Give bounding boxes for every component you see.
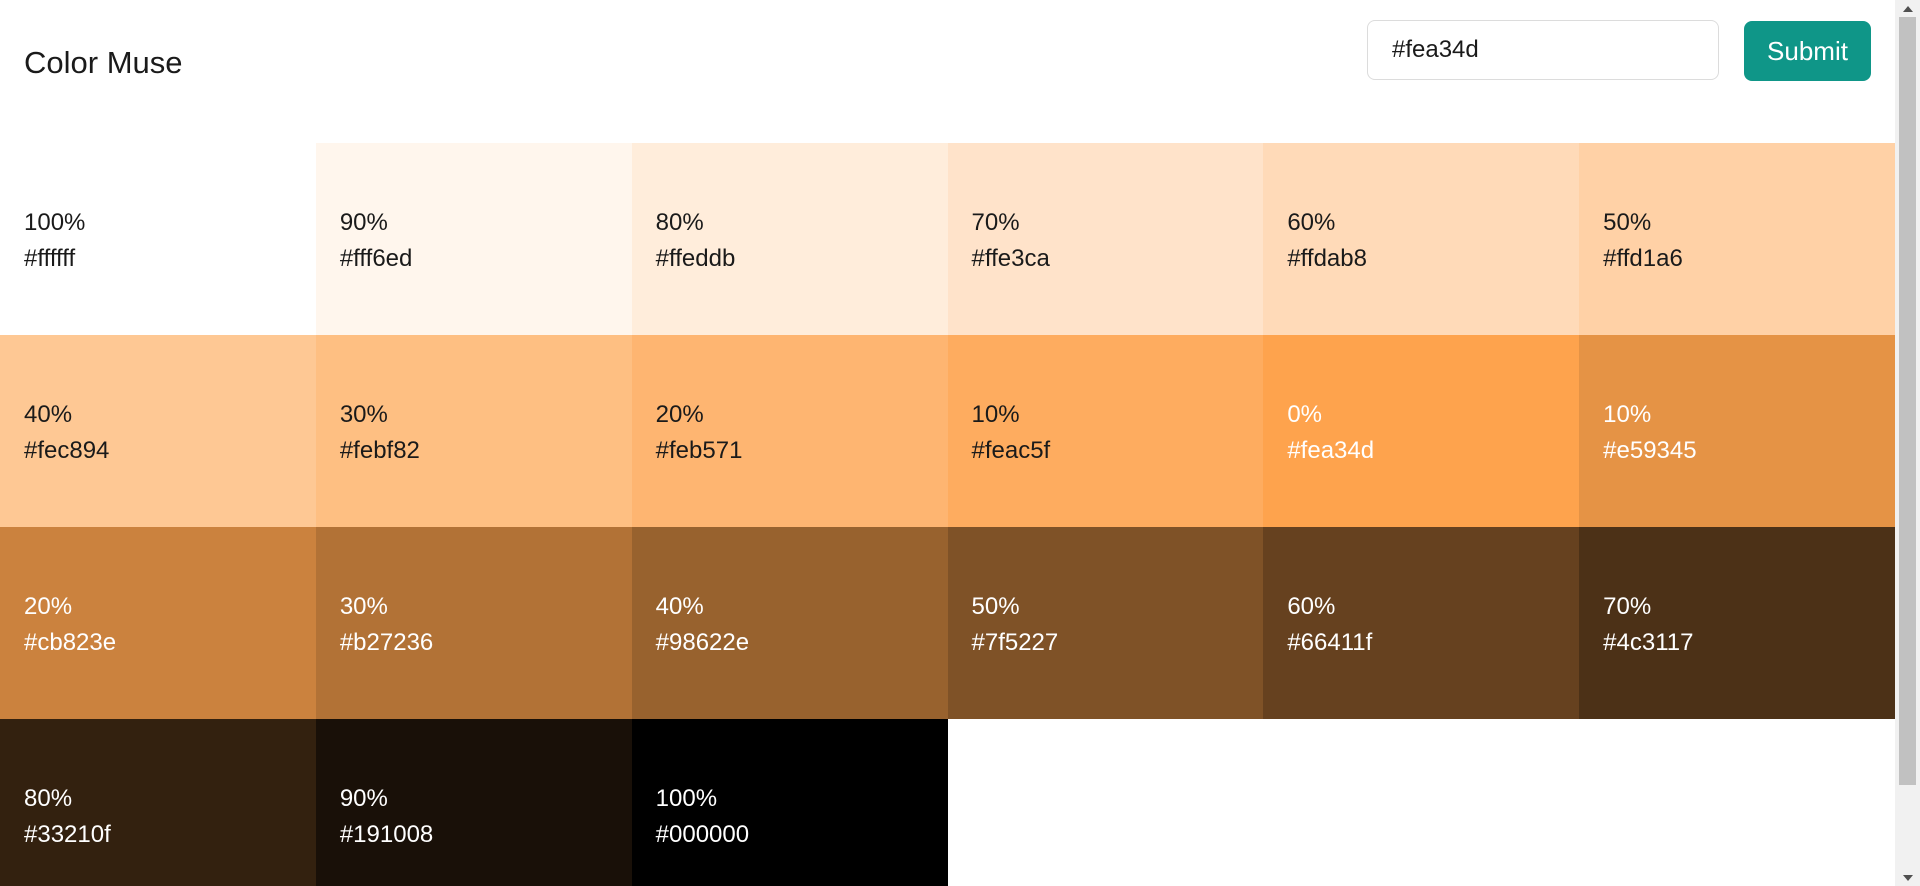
color-swatch[interactable]: 60% #66411f xyxy=(1263,527,1580,719)
color-swatch[interactable]: 70% #ffe3ca xyxy=(947,143,1264,335)
hex-color-input[interactable] xyxy=(1367,20,1719,80)
color-swatch[interactable]: 30% #b27236 xyxy=(315,527,632,719)
swatch-percentage: 30% xyxy=(339,593,388,620)
swatch-hex-code: #7f5227 xyxy=(971,629,1059,656)
color-swatch[interactable]: 70% #4c3117 xyxy=(1579,527,1895,719)
color-swatch[interactable]: 50% #7f5227 xyxy=(947,527,1264,719)
swatch-hex-code: #cb823e xyxy=(24,629,117,656)
swatch-percentage: 20% xyxy=(655,401,704,428)
color-swatch[interactable]: 100% #ffffff xyxy=(0,143,316,335)
swatch-percentage: 70% xyxy=(971,209,1020,236)
color-swatch[interactable]: 30% #febf82 xyxy=(315,335,632,527)
swatch-percentage: 80% xyxy=(655,209,704,236)
swatch-percentage: 40% xyxy=(24,401,73,428)
swatch-percentage: 90% xyxy=(339,209,388,236)
swatch-hex-code: #febf82 xyxy=(339,437,420,464)
swatch-hex-code: #66411f xyxy=(1287,629,1373,656)
color-swatch[interactable]: 20% #cb823e xyxy=(0,527,316,719)
swatch-hex-code: #feac5f xyxy=(971,437,1051,464)
color-swatch[interactable]: 10% #e59345 xyxy=(1579,335,1895,527)
swatch-hex-code: #ffe3ca xyxy=(971,245,1050,272)
swatch-hex-code: #ffeddb xyxy=(655,245,736,272)
swatch-grid: 100% #ffffff 90% #fff6ed 80% #ffeddb 70% #ffe3c… xyxy=(0,143,1895,886)
color-swatch[interactable]: 10% #feac5f xyxy=(947,335,1264,527)
swatch-hex-code: #b27236 xyxy=(339,629,434,656)
swatch-percentage: 70% xyxy=(1603,593,1652,620)
color-swatch[interactable]: 90% #fff6ed xyxy=(315,143,632,335)
swatch-hex-code: #fff6ed xyxy=(339,245,413,272)
color-swatch[interactable]: 60% #ffdab8 xyxy=(1263,143,1580,335)
header: Color Muse Submit xyxy=(0,0,1895,143)
vertical-scrollbar[interactable] xyxy=(1895,0,1920,886)
swatch-hex-code: #ffd1a6 xyxy=(1603,245,1683,272)
color-swatch[interactable]: 50% #ffd1a6 xyxy=(1579,143,1895,335)
swatch-percentage: 30% xyxy=(339,401,388,428)
scroll-up-arrow-icon[interactable] xyxy=(1895,0,1920,17)
color-swatch[interactable]: 0% #fea34d xyxy=(1263,335,1580,527)
color-swatch[interactable]: 90% #191008 xyxy=(315,719,632,886)
color-swatch[interactable]: 40% #fec894 xyxy=(0,335,316,527)
swatch-hex-code: #fea34d xyxy=(1287,437,1375,464)
app-title: Color Muse xyxy=(24,45,183,80)
swatch-hex-code: #feb571 xyxy=(655,437,743,464)
color-swatch[interactable]: 20% #feb571 xyxy=(631,335,948,527)
swatch-hex-code: #000000 xyxy=(655,821,750,848)
swatch-percentage: 50% xyxy=(1603,209,1652,236)
swatch-percentage: 60% xyxy=(1287,593,1336,620)
swatch-hex-code: #4c3117 xyxy=(1603,629,1694,656)
swatch-percentage: 60% xyxy=(1287,209,1336,236)
swatch-hex-code: #e59345 xyxy=(1603,437,1697,464)
scrollbar-thumb[interactable] xyxy=(1899,17,1916,785)
swatch-percentage: 40% xyxy=(655,593,704,620)
submit-button[interactable]: Submit xyxy=(1744,21,1871,81)
swatch-hex-code: #ffdab8 xyxy=(1287,245,1367,272)
color-swatch[interactable]: 40% #98622e xyxy=(631,527,948,719)
swatch-percentage: 10% xyxy=(971,401,1020,428)
color-swatch[interactable]: 100% #000000 xyxy=(631,719,948,886)
swatch-percentage: 100% xyxy=(24,209,86,236)
swatch-percentage: 90% xyxy=(339,785,388,812)
scroll-down-arrow-icon[interactable] xyxy=(1895,869,1920,886)
swatch-hex-code: #ffffff xyxy=(24,245,76,272)
color-swatch[interactable]: 80% #ffeddb xyxy=(631,143,948,335)
swatch-percentage: 100% xyxy=(655,785,718,812)
swatch-percentage: 10% xyxy=(1603,401,1652,428)
swatch-hex-code: #33210f xyxy=(24,821,111,848)
swatch-percentage: 0% xyxy=(1287,401,1323,428)
color-swatch[interactable]: 80% #33210f xyxy=(0,719,316,886)
swatch-hex-code: #fec894 xyxy=(24,437,110,464)
swatch-hex-code: #98622e xyxy=(655,629,750,656)
swatch-percentage: 50% xyxy=(971,593,1020,620)
swatch-percentage: 80% xyxy=(24,785,73,812)
swatch-percentage: 20% xyxy=(24,593,73,620)
swatch-hex-code: #191008 xyxy=(339,821,434,848)
